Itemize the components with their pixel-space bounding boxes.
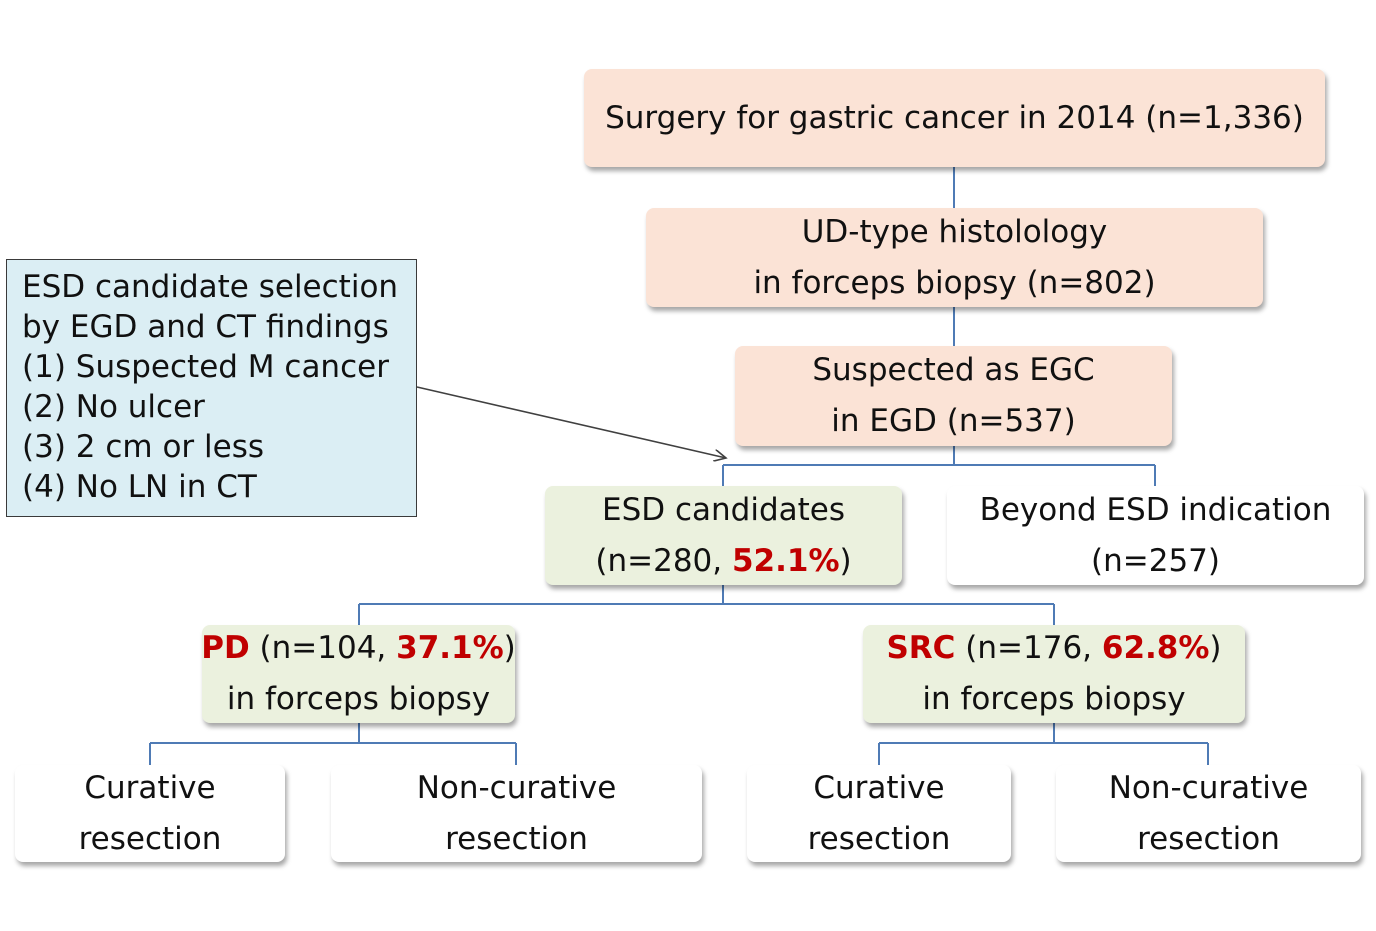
node-suspected-egc-line1: Suspected as EGC	[812, 352, 1095, 388]
connector-pd-split	[149, 723, 517, 765]
esd-close: )	[839, 542, 852, 579]
pd-abbr: PD	[201, 630, 250, 666]
node-pd-line2: in forceps biopsy	[226, 681, 491, 717]
selection-arrow	[416, 386, 726, 458]
node-beyond-esd: Beyond ESD indication (n=257)	[947, 486, 1364, 585]
node-src: SRC (n=176, 62.8%) in forceps biopsy	[863, 625, 1245, 723]
node-src-noncurative: Non-curative resection	[1056, 765, 1361, 862]
node-esd-candidates: ESD candidates (n=280, 52.1%)	[545, 486, 902, 585]
src-percentage: 62.8%	[1101, 630, 1210, 666]
node-pd-curative: Curative resection	[15, 765, 285, 862]
node-pd-line1: PD (n=104, 37.1%)	[201, 623, 516, 674]
node-suspected-egc: Suspected as EGC in EGD (n=537)	[735, 346, 1172, 446]
node-pd-noncurative-line1: Non-curative	[416, 769, 617, 806]
node-suspected-egc-line2: in EGD (n=537)	[831, 403, 1076, 439]
node-surgery: Surgery for gastric cancer in 2014 (n=1,…	[584, 69, 1325, 167]
node-ud-type-line2: in forceps biopsy (n=802)	[753, 264, 1156, 301]
node-esd-candidates-line1: ESD candidates	[601, 491, 846, 528]
node-src-noncurative-line2: resection	[1137, 820, 1280, 857]
selection-criterion-2: (2) No ulcer	[22, 389, 205, 425]
selection-criterion-3: (3) 2 cm or less	[22, 429, 264, 465]
connector-esd-split	[358, 585, 1055, 625]
node-ud-type-line1: UD-type histolology	[801, 213, 1108, 250]
src-count: (n=176,	[955, 630, 1102, 666]
node-surgery-text: Surgery for gastric cancer in 2014 (n=1,…	[605, 99, 1304, 136]
node-pd-curative-line2: resection	[78, 820, 222, 857]
node-src-line2: in forceps biopsy	[922, 681, 1186, 717]
pd-count: (n=104,	[249, 630, 397, 666]
node-src-noncurative-line1: Non-curative	[1108, 769, 1309, 806]
node-ud-type: UD-type histolology in forceps biopsy (n…	[646, 208, 1263, 307]
node-src-curative-line2: resection	[807, 820, 951, 857]
selection-criterion-4: (4) No LN in CT	[22, 469, 257, 505]
node-pd: PD (n=104, 37.1%) in forceps biopsy	[201, 623, 516, 723]
node-pd-noncurative: Non-curative resection	[331, 765, 702, 862]
node-src-curative: Curative resection	[747, 765, 1011, 862]
node-src-curative-line1: Curative	[813, 769, 945, 806]
node-pd-noncurative-line2: resection	[445, 820, 588, 857]
connector-egc-split	[722, 446, 1156, 486]
src-abbr: SRC	[886, 630, 956, 666]
node-esd-candidates-line2: (n=280, 52.1%)	[595, 536, 851, 587]
node-beyond-esd-line1: Beyond ESD indication	[979, 491, 1332, 528]
connector-src-split	[878, 723, 1209, 765]
pd-close: )	[503, 630, 516, 666]
esd-percentage: 52.1%	[731, 542, 840, 579]
selection-line-title2: by EGD and CT findings	[22, 309, 389, 345]
node-src-line1: SRC (n=176, 62.8%)	[886, 623, 1221, 674]
node-beyond-esd-line2: (n=257)	[1091, 542, 1220, 579]
selection-criteria-box: ESD candidate selection by EGD and CT fi…	[6, 259, 417, 517]
node-pd-curative-line1: Curative	[84, 769, 216, 806]
esd-count: (n=280,	[595, 542, 732, 579]
src-close: )	[1209, 630, 1222, 666]
pd-percentage: 37.1%	[396, 630, 504, 666]
selection-line-title1: ESD candidate selection	[22, 269, 399, 305]
selection-criterion-1: (1) Suspected M cancer	[22, 349, 389, 385]
